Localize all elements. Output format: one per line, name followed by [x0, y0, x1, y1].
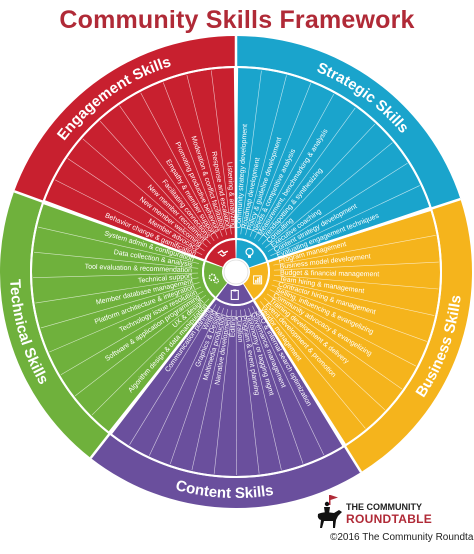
content-hub-segment [216, 283, 253, 304]
business-ring-band [345, 199, 472, 473]
technical-wedge [31, 204, 215, 432]
lightbulb-icon [245, 247, 254, 258]
chart-icon [253, 275, 263, 285]
technical-ring-band [0, 191, 110, 458]
technical-hub-segment [204, 261, 228, 297]
hub-core [223, 259, 249, 285]
strategic-hub-segment [236, 240, 267, 268]
content-wedge [112, 299, 343, 477]
strategic-wedge [236, 68, 430, 262]
business-wedge [254, 210, 441, 444]
skill-item: Tool evaluation & recommendation [85, 264, 193, 275]
brand-line2: ROUNDTABLE [346, 512, 433, 526]
footer: THE COMMUNITY ROUNDTABLE ©2016 The Commu… [300, 492, 474, 552]
clipboard-icon [230, 289, 239, 301]
engagement-hub-segment [206, 240, 236, 267]
skill-item: Editing [229, 316, 237, 338]
brand-line1: THE COMMUNITY [346, 502, 422, 512]
skill-item: Curation [235, 316, 244, 343]
horse-rider-icon [317, 495, 342, 528]
skill-item: Budget & financial management [280, 270, 379, 279]
skill-item: Technical support [138, 273, 193, 285]
content-ring-band [90, 434, 362, 508]
handshake-icon [217, 249, 229, 257]
strategic-ring-band [236, 36, 461, 209]
gears-icon [208, 273, 220, 284]
copyright-text: ©2016 The Community Roundtable [330, 532, 474, 543]
skill-item: Listening & analyzing [225, 162, 236, 229]
engagement-ring-band [14, 36, 236, 202]
page-title: Community Skills Framework [59, 6, 415, 34]
engagement-wedge [45, 68, 236, 261]
